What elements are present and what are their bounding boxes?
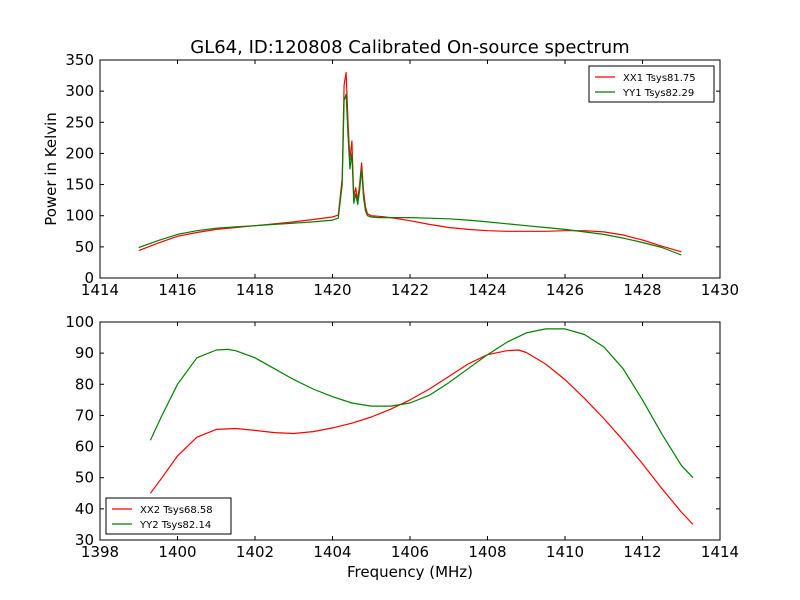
x-tick-label: 1416 <box>158 281 196 299</box>
x-tick-label: 1422 <box>391 281 429 299</box>
y-tick-label: 200 <box>65 144 94 162</box>
x-tick-label: 1404 <box>313 543 351 561</box>
x-tick-label: 1412 <box>623 543 661 561</box>
series-line-yy2 <box>149 328 694 479</box>
x-tick-label: 1410 <box>546 543 584 561</box>
legend-label: YY2 Tsys82.14 <box>139 520 211 531</box>
y-tick-label: 100 <box>65 313 94 331</box>
y-tick-label: 150 <box>65 176 94 194</box>
y-tick-label: 80 <box>75 375 94 393</box>
x-tick-label: 1424 <box>468 281 506 299</box>
x-tick-label: 1418 <box>236 281 274 299</box>
legend-box <box>588 65 715 103</box>
y-tick-label: 50 <box>75 469 94 487</box>
x-tick-label: 1398 <box>81 543 119 561</box>
x-tick-label: 1408 <box>468 543 506 561</box>
x-tick-label: 1430 <box>701 281 739 299</box>
x-tick-label: 1428 <box>623 281 661 299</box>
x-axis-label: Frequency (MHz) <box>347 563 473 581</box>
series-line-yy1 <box>138 93 682 256</box>
x-tick-label: 1406 <box>391 543 429 561</box>
x-tick-label: 1426 <box>546 281 584 299</box>
y-tick-label: 30 <box>75 531 94 549</box>
bottom-panel: 1398 1400 1402 1404 1406 1408 1410 1412 1414 30 40… <box>65 313 739 561</box>
x-tick-label: 1402 <box>236 543 274 561</box>
figure-title: GL64, ID:120808 Calibrated On-source spe… <box>190 37 629 58</box>
y-axis-label: Power in Kelvin <box>42 112 60 226</box>
x-tick-label: 1400 <box>158 543 196 561</box>
y-tick-label: 300 <box>65 82 94 100</box>
legend-label: XX1 Tsys81.75 <box>623 73 696 84</box>
top-panel: 1414 1416 1418 1420 1422 1424 1426 1428 1430 0 50 1… <box>42 51 739 299</box>
legend: XX2 Tsys68.58 YY2 Tsys82.14 <box>105 497 232 535</box>
legend-label: XX2 Tsys68.58 <box>140 505 213 516</box>
legend: XX1 Tsys81.75 YY1 Tsys82.29 <box>588 65 715 103</box>
y-tick-label: 100 <box>65 207 94 225</box>
x-tick-label: 1414 <box>81 281 119 299</box>
x-tick-label: 1420 <box>313 281 351 299</box>
y-tick-label: 70 <box>75 406 94 424</box>
legend-label: YY1 Tsys82.29 <box>622 88 694 99</box>
y-tick-label: 40 <box>75 500 94 518</box>
legend-box <box>105 497 232 535</box>
y-tick-label: 60 <box>75 438 94 456</box>
y-tick-label: 350 <box>65 51 94 69</box>
x-tick-label: 1414 <box>701 543 739 561</box>
y-tick-label: 0 <box>84 269 94 287</box>
series-line-xx2 <box>149 349 694 525</box>
y-tick-label: 250 <box>65 113 94 131</box>
y-tick-label: 90 <box>75 344 94 362</box>
y-tick-label: 50 <box>75 238 94 256</box>
